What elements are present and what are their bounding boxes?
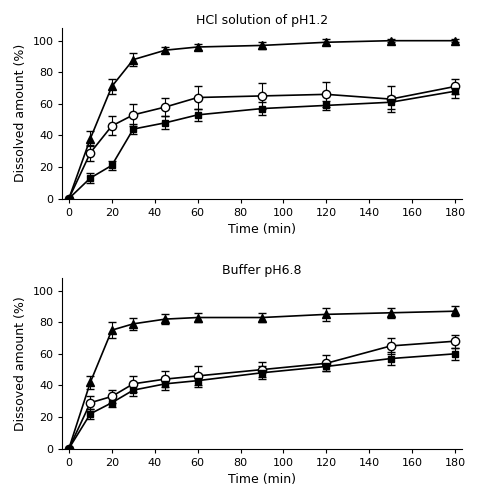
Title: Buffer pH6.8: Buffer pH6.8 bbox=[222, 264, 302, 277]
Y-axis label: Dissolved amount (%): Dissolved amount (%) bbox=[14, 44, 27, 182]
Y-axis label: Dissoved amount (%): Dissoved amount (%) bbox=[14, 296, 27, 430]
X-axis label: Time (min): Time (min) bbox=[228, 223, 296, 236]
Title: HCl solution of pH1.2: HCl solution of pH1.2 bbox=[196, 14, 328, 27]
X-axis label: Time (min): Time (min) bbox=[228, 473, 296, 486]
